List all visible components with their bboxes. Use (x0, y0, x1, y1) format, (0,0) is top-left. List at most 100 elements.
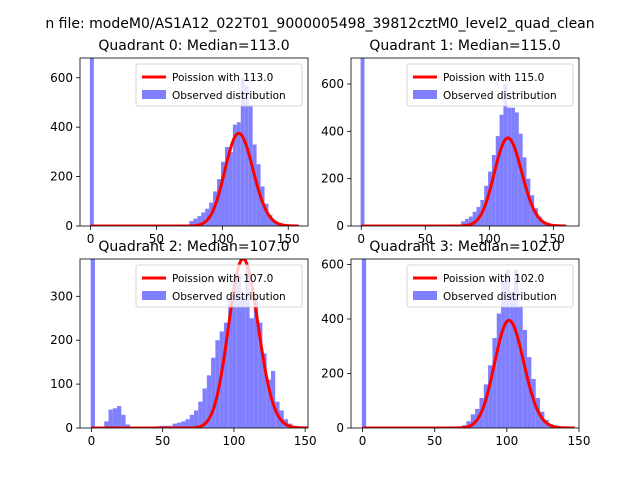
plot-area (90, 259, 308, 428)
histogram-bar (244, 85, 249, 226)
y-tick-label: 200 (50, 333, 73, 347)
histogram-bar (530, 195, 535, 226)
x-tick-label: 100 (211, 232, 234, 246)
histogram-bar (189, 221, 194, 226)
histogram-bar (193, 218, 198, 226)
y-tick-label: 200 (321, 366, 344, 380)
axes-frame (79, 258, 309, 429)
histogram-bar (518, 133, 523, 226)
figure-title: n file: modeM0/AS1A12_022T01_9000005498_… (45, 16, 594, 32)
x-tick-label: 150 (568, 434, 591, 448)
histogram-bar (176, 422, 182, 428)
histogram-bar (252, 144, 257, 226)
legend-patch-swatch (142, 291, 166, 300)
histogram-bar (194, 410, 199, 428)
x-tick-label: 100 (222, 434, 245, 448)
histogram-bar (253, 296, 259, 428)
y-tick-label: 600 (321, 77, 344, 91)
subplot-title: Quadrant 2: Median=107.0 (98, 239, 289, 255)
histogram-bar (266, 379, 271, 428)
histogram-bar (527, 357, 532, 428)
x-tick-label: 150 (277, 232, 300, 246)
x-tick-label: 100 (495, 434, 518, 448)
x-tick-label: 150 (542, 232, 565, 246)
histogram-bar (264, 203, 269, 226)
histogram-bar (125, 424, 130, 428)
histogram-bar (108, 409, 113, 428)
histogram-bar (215, 340, 220, 428)
y-tick-label: 400 (321, 312, 344, 326)
histogram-bar (221, 161, 225, 226)
histogram-bar (522, 157, 527, 226)
histogram-bar (211, 357, 216, 428)
histogram-bar (228, 151, 233, 226)
histogram-bar (121, 414, 126, 428)
histogram-bar (245, 265, 250, 428)
legend-label-observed: Observed distribution (172, 90, 286, 102)
histogram-bar (228, 296, 233, 428)
histogram-bar (223, 322, 229, 428)
histogram-bar (181, 421, 186, 428)
y-tick-label: 200 (321, 172, 344, 186)
histogram-bar (236, 122, 241, 226)
poisson-curve (362, 318, 575, 428)
histogram-bar (262, 353, 267, 428)
histogram-bar (488, 171, 492, 226)
histogram-bar (189, 414, 194, 428)
histogram-bar (205, 208, 210, 226)
histogram-bar (112, 408, 118, 428)
y-tick-label: 600 (321, 257, 344, 271)
histogram-bar (268, 214, 273, 226)
x-tick-label: 0 (359, 434, 367, 448)
subplot-title: Quadrant 1: Median=115.0 (369, 38, 560, 54)
x-tick-label: 100 (478, 232, 501, 246)
histogram-bar-zero-spike (89, 58, 94, 226)
legend: Poission with 113.0 Observed distribution (135, 63, 303, 107)
histogram-bar (224, 146, 229, 226)
histogram-bar (236, 274, 242, 428)
histogram-bar (492, 338, 497, 428)
histogram-bar (501, 280, 506, 428)
legend-frame (135, 264, 303, 308)
histogram-bar (466, 421, 471, 428)
histogram-bar (232, 278, 237, 428)
legend-label-observed: Observed distribution (443, 90, 557, 102)
y-tick-label: 0 (336, 421, 344, 435)
histogram-bar (232, 124, 237, 226)
legend-frame (135, 63, 303, 107)
histogram-bar (514, 112, 519, 226)
y-tick-label: 200 (50, 170, 73, 184)
histogram-bar (202, 388, 207, 428)
legend-patch-swatch (142, 90, 166, 99)
legend: Poission with 107.0 Observed distribution (135, 264, 303, 308)
histogram-bar (518, 305, 523, 428)
histogram-bar (241, 296, 246, 428)
histogram-bar (201, 212, 206, 226)
y-tick-label: 300 (50, 289, 73, 303)
y-tick-label: 400 (50, 120, 73, 134)
subplot-quadrant-3: 0 50 100 150 0 200 400 600 Quadrant 3: Median=10… (321, 239, 590, 448)
histogram-bar (461, 221, 465, 226)
subplot-title: Quadrant 0: Median=113.0 (98, 38, 289, 54)
axes-container: 0 50 100 150 0 200 400 600 Quadrant 0: Median=11… (50, 38, 590, 448)
subplot-quadrant-1: 0 50 100 150 0 200 400 600 Quadrant 1: Median=11… (321, 38, 580, 246)
x-tick-label: 50 (418, 232, 433, 246)
histogram-bar (472, 211, 477, 226)
legend-label-poisson: Poission with 113.0 (172, 72, 273, 84)
x-tick-label: 0 (357, 232, 365, 246)
legend-label-observed: Observed distribution (172, 291, 286, 303)
histogram-bar (465, 218, 469, 226)
subplot-quadrant-0: 0 50 100 150 0 200 400 600 Quadrant 0: Median=11… (50, 38, 309, 246)
histogram-bar-zero-spike (361, 259, 367, 428)
histogram-bar (514, 269, 519, 428)
x-tick-label: 150 (294, 434, 317, 448)
histogram-bar (505, 269, 510, 428)
subplot-title: Quadrant 3: Median=102.0 (369, 239, 560, 255)
x-tick-label: 50 (149, 232, 164, 246)
histogram-bar (522, 329, 528, 428)
histogram-bar (503, 84, 508, 226)
histogram-bar (468, 216, 473, 226)
legend-frame (406, 63, 574, 107)
y-tick-label: 600 (50, 71, 73, 85)
